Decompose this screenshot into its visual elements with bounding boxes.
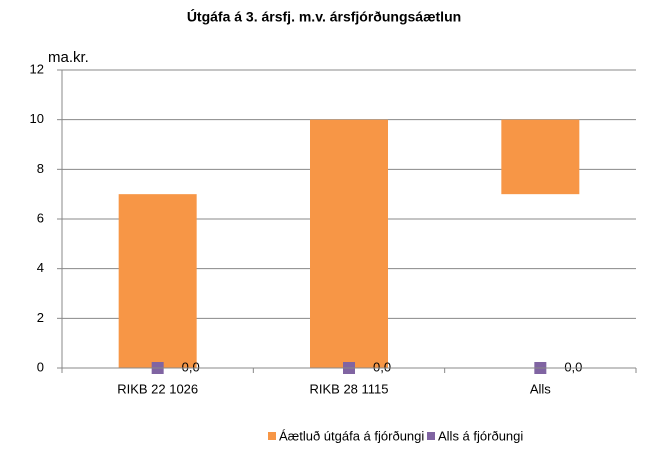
y-axis-label: ma.kr. xyxy=(48,49,89,66)
data-label: 0,0 xyxy=(564,359,582,374)
y-tick-label: 6 xyxy=(37,210,44,225)
y-tick-label: 4 xyxy=(37,260,44,275)
bar xyxy=(310,119,388,369)
chart-title: Útgáfa á 3. ársfj. m.v. ársfjórðungsáætl… xyxy=(187,8,461,25)
bar xyxy=(118,194,197,368)
data-label: 0,0 xyxy=(182,359,200,374)
bar xyxy=(501,119,580,195)
y-tick-label: 8 xyxy=(37,161,44,176)
y-tick-label: 12 xyxy=(30,61,44,76)
data-label: 0,0 xyxy=(373,359,391,374)
legend-label: Alls á fjórðungi xyxy=(438,428,523,443)
y-tick-label: 10 xyxy=(30,111,44,126)
legend-swatch xyxy=(427,432,435,440)
y-tick-label: 2 xyxy=(37,310,44,325)
legend-swatch xyxy=(268,432,276,440)
legend-label: Áætluð útgáfa á fjórðungi xyxy=(279,428,424,443)
x-tick-label: Alls xyxy=(530,381,551,396)
x-tick-label: RIKB 22 1026 xyxy=(117,381,198,396)
y-tick-label: 0 xyxy=(37,359,44,374)
x-tick-label: RIKB 28 1115 xyxy=(309,381,388,396)
